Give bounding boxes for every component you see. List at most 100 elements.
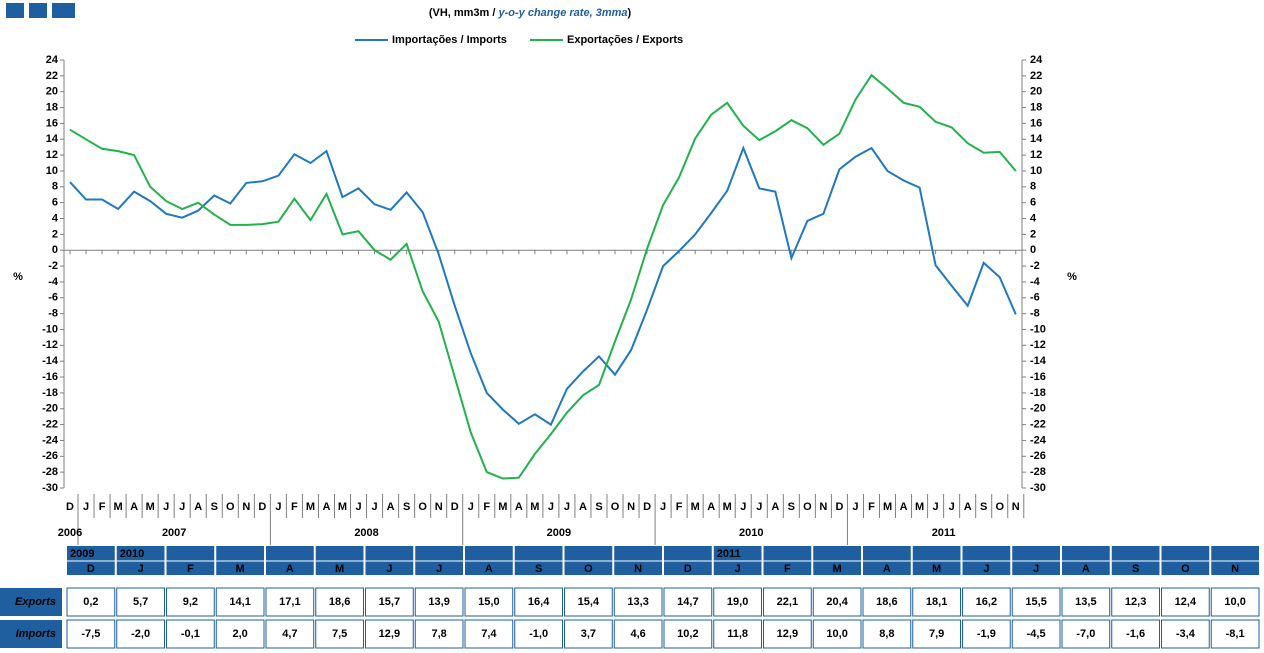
x-tick-label: M bbox=[915, 501, 924, 513]
table-value: 13,9 bbox=[428, 596, 449, 608]
x-tick-label: N bbox=[819, 501, 827, 513]
y-tick-label: -20 bbox=[42, 403, 58, 415]
y-tick-label: -4 bbox=[48, 276, 59, 288]
y-tick-label: -2 bbox=[48, 260, 58, 272]
y-axis-label: % bbox=[13, 271, 23, 283]
x-tick-label: A bbox=[579, 501, 587, 513]
table-cell bbox=[564, 619, 613, 649]
table-cell bbox=[414, 587, 464, 617]
y-tick-label: 8 bbox=[52, 181, 58, 193]
x-tick-label: N bbox=[627, 501, 635, 513]
y2-tick-label: 20 bbox=[1030, 86, 1042, 98]
x-tick-label: J bbox=[933, 501, 939, 513]
x-tick-label: F bbox=[291, 501, 298, 513]
x-tick-label: M bbox=[114, 501, 123, 513]
row-label: Exports bbox=[15, 596, 56, 608]
table-cell bbox=[66, 587, 116, 617]
table-value: 5,7 bbox=[133, 596, 148, 608]
table-cell bbox=[414, 619, 464, 649]
y-tick-label: -30 bbox=[42, 482, 58, 494]
table-value: 7,9 bbox=[929, 628, 944, 640]
table-month: S bbox=[535, 563, 542, 575]
y2-tick-label: 2 bbox=[1030, 228, 1036, 240]
y-tick-label: 16 bbox=[46, 117, 58, 129]
table-cell bbox=[912, 619, 961, 649]
logo-block bbox=[29, 3, 47, 18]
x-tick-label: J bbox=[852, 501, 858, 513]
table-cell bbox=[962, 587, 1011, 617]
table-cell bbox=[1161, 619, 1210, 649]
table-month: F bbox=[187, 563, 194, 575]
y-tick-label: -12 bbox=[42, 339, 58, 351]
table-value: 15,0 bbox=[478, 596, 499, 608]
x-tick-label: N bbox=[435, 501, 443, 513]
table-cell bbox=[315, 619, 364, 649]
series-line bbox=[69, 73, 1017, 480]
table-cell bbox=[1061, 587, 1111, 617]
table-month: F bbox=[784, 563, 791, 575]
table-cell bbox=[464, 619, 514, 649]
legend-label: Importações / Imports bbox=[392, 34, 507, 46]
x-tick-label: J bbox=[163, 501, 169, 513]
table-value: 10,0 bbox=[1224, 596, 1245, 608]
table-cell bbox=[265, 619, 315, 649]
x-tick-label: M bbox=[883, 501, 892, 513]
y2-tick-label: -10 bbox=[1030, 323, 1046, 335]
y-tick-label: 14 bbox=[46, 133, 59, 145]
y-tick-label: 0 bbox=[52, 244, 58, 256]
table-month: O bbox=[584, 563, 593, 575]
y2-tick-label: -8 bbox=[1030, 308, 1040, 320]
y2-tick-label: 4 bbox=[1030, 212, 1037, 224]
table-value: 15,7 bbox=[379, 596, 400, 608]
table-cell bbox=[564, 587, 613, 617]
y2-tick-label: -24 bbox=[1030, 434, 1047, 446]
table-value: 8,8 bbox=[879, 628, 894, 640]
x-tick-label: A bbox=[964, 501, 972, 513]
year-label: 2009 bbox=[547, 527, 571, 539]
table-value: 15,5 bbox=[1025, 596, 1046, 608]
table-cell bbox=[613, 587, 663, 617]
y2-tick-label: -22 bbox=[1030, 418, 1046, 430]
table-value: 16,4 bbox=[528, 596, 550, 608]
table-value: 11,8 bbox=[727, 628, 748, 640]
table-cell bbox=[1161, 587, 1210, 617]
table-cell bbox=[514, 587, 563, 617]
y-tick-label: -18 bbox=[42, 387, 58, 399]
y2-tick-label: -12 bbox=[1030, 339, 1046, 351]
table-value: -1,9 bbox=[977, 628, 996, 640]
x-tick-label: N bbox=[1012, 501, 1020, 513]
y2-tick-label: 18 bbox=[1030, 101, 1042, 113]
y2-tick-label: 12 bbox=[1030, 149, 1042, 161]
x-tick-label: M bbox=[338, 501, 347, 513]
table-month: O bbox=[1181, 563, 1190, 575]
table-month: M bbox=[833, 563, 842, 575]
table-cell bbox=[116, 587, 165, 617]
table-value: -1,0 bbox=[529, 628, 548, 640]
x-tick-label: J bbox=[355, 501, 361, 513]
table-cell bbox=[862, 587, 912, 617]
y2-tick-label: -4 bbox=[1030, 276, 1041, 288]
table-value: 3,7 bbox=[581, 628, 596, 640]
x-tick-label: O bbox=[995, 501, 1004, 513]
table-year: 2011 bbox=[717, 548, 741, 560]
table-cell bbox=[166, 619, 215, 649]
table-month: D bbox=[87, 563, 95, 575]
year-label: 2008 bbox=[354, 527, 378, 539]
x-tick-label: D bbox=[66, 501, 74, 513]
table-cell bbox=[663, 587, 713, 617]
y2-tick-label: 10 bbox=[1030, 165, 1042, 177]
table-value: -2,0 bbox=[131, 628, 150, 640]
table-value: 9,2 bbox=[183, 596, 198, 608]
y2-tick-label: 6 bbox=[1030, 197, 1036, 209]
table-month: D bbox=[684, 563, 692, 575]
x-tick-label: F bbox=[99, 501, 106, 513]
y-tick-label: -16 bbox=[42, 371, 58, 383]
table-value: 18,6 bbox=[876, 596, 897, 608]
y-tick-label: 24 bbox=[46, 54, 59, 66]
x-tick-label: M bbox=[530, 501, 539, 513]
x-tick-label: F bbox=[483, 501, 490, 513]
x-tick-label: D bbox=[643, 501, 651, 513]
x-tick-label: J bbox=[372, 501, 378, 513]
x-tick-label: A bbox=[194, 501, 202, 513]
